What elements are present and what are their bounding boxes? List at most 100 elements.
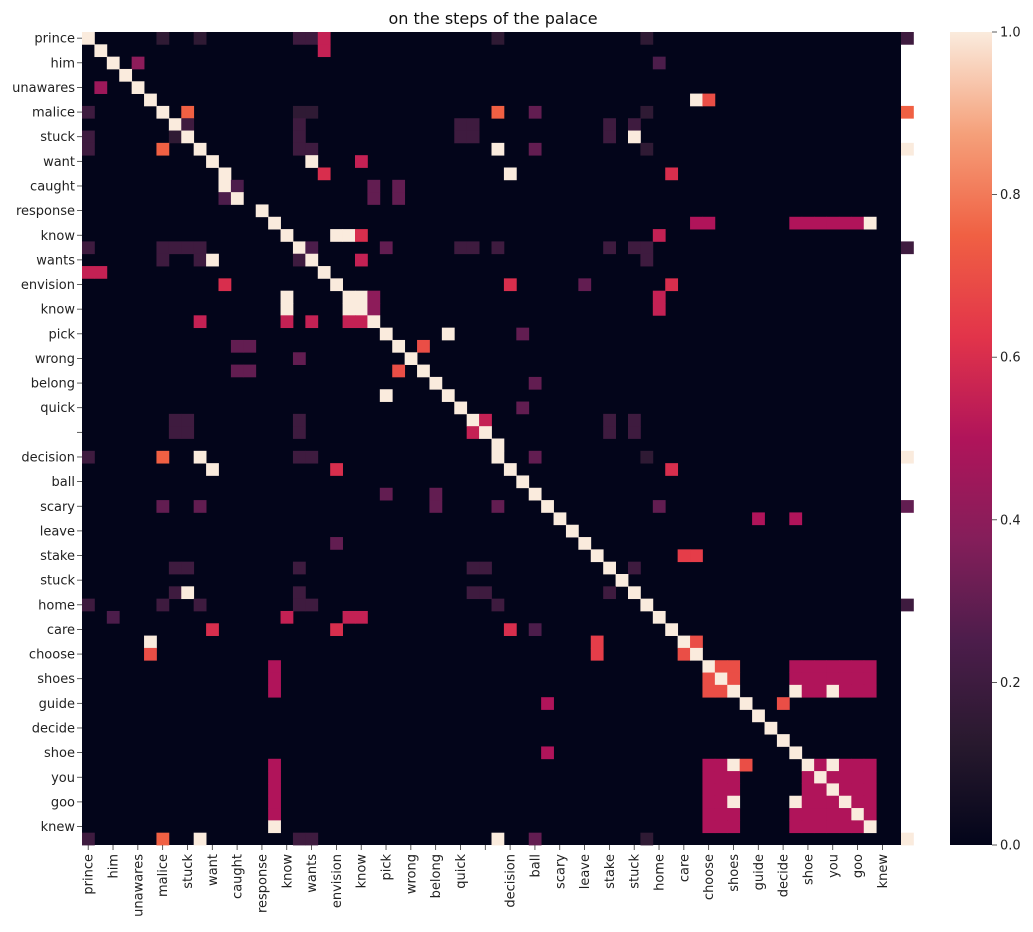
heatmap-cell bbox=[479, 413, 492, 427]
heatmap-cell bbox=[292, 241, 306, 255]
heatmap-cell bbox=[863, 771, 877, 784]
heatmap-cell bbox=[516, 401, 530, 415]
heatmap-cell bbox=[441, 327, 455, 341]
heatmap-cell bbox=[168, 426, 182, 439]
heatmap-cell bbox=[553, 512, 567, 526]
heatmap-cell bbox=[268, 771, 281, 784]
heatmap-cell bbox=[565, 524, 579, 538]
heatmap-cell bbox=[156, 142, 170, 156]
heatmap-cell bbox=[727, 660, 741, 673]
colorbar-tick-label: 0.6 bbox=[1000, 351, 1021, 366]
heatmap-cell bbox=[640, 241, 654, 255]
heatmap-cell bbox=[82, 130, 95, 144]
heatmap-cell bbox=[479, 586, 492, 600]
colorbar-tick-label: 0.2 bbox=[1000, 676, 1021, 691]
heatmap-cell bbox=[466, 118, 480, 131]
heatmap-cell bbox=[851, 795, 865, 809]
heatmap-cell bbox=[640, 142, 654, 156]
heatmap-cell bbox=[727, 783, 741, 797]
heatmap-cell bbox=[727, 820, 741, 834]
heatmap-cell bbox=[528, 450, 542, 464]
heatmap-cell bbox=[106, 610, 120, 624]
heatmap-cell bbox=[628, 561, 641, 575]
heatmap-cell bbox=[243, 339, 257, 353]
x-tick-label: decide bbox=[777, 854, 792, 897]
heatmap-cell bbox=[342, 290, 356, 304]
heatmap-cell bbox=[776, 734, 790, 747]
heatmap-cell bbox=[801, 660, 815, 673]
x-tick-label: malice bbox=[156, 854, 171, 897]
heatmap-cell bbox=[603, 586, 616, 600]
heatmap-cell bbox=[268, 808, 281, 821]
heatmap-cell bbox=[590, 549, 604, 563]
heatmap-cell bbox=[330, 463, 343, 476]
x-tick-label: stake bbox=[603, 854, 618, 889]
heatmap-cell bbox=[466, 561, 480, 575]
heatmap-cell bbox=[193, 241, 207, 255]
heatmap-cell bbox=[292, 832, 306, 846]
heatmap-cell bbox=[826, 216, 840, 230]
x-tick-label: care bbox=[677, 854, 692, 882]
heatmap-cell bbox=[838, 783, 852, 797]
heatmap-cell bbox=[826, 660, 840, 673]
heatmap-cell bbox=[826, 771, 840, 784]
heatmap-cell bbox=[814, 660, 827, 673]
heatmap-cell bbox=[789, 795, 803, 809]
heatmap-cell bbox=[379, 327, 393, 341]
heatmap-cell bbox=[491, 105, 505, 119]
heatmap-cell bbox=[181, 105, 195, 119]
heatmap-cell bbox=[454, 401, 468, 415]
heatmap-cell bbox=[193, 598, 207, 612]
x-tick-label: scary bbox=[553, 854, 568, 889]
heatmap-cell bbox=[168, 586, 182, 600]
heatmap-cell bbox=[826, 672, 840, 686]
y-tick-label: scary bbox=[40, 500, 75, 515]
heatmap-cell bbox=[193, 32, 207, 45]
heatmap-cell bbox=[652, 290, 666, 304]
heatmap-cell bbox=[727, 672, 741, 686]
heatmap-cell bbox=[479, 561, 492, 575]
heatmap-cell bbox=[901, 598, 914, 612]
heatmap-cell bbox=[603, 241, 616, 255]
heatmap-cell bbox=[814, 795, 827, 809]
x-tick-label: you bbox=[826, 854, 841, 878]
heatmap-cell bbox=[454, 241, 468, 255]
heatmap-cell bbox=[541, 746, 554, 760]
heatmap-cell bbox=[590, 647, 604, 661]
heatmap-cell bbox=[901, 105, 914, 119]
heatmap-cell bbox=[752, 709, 765, 723]
heatmap-cell bbox=[367, 315, 381, 329]
heatmap-cell bbox=[714, 758, 728, 772]
heatmap-cell bbox=[826, 808, 840, 821]
heatmap-cell bbox=[652, 500, 666, 513]
heatmap-cell bbox=[814, 758, 827, 772]
x-tick-label: wrong bbox=[404, 854, 419, 894]
heatmap-cell bbox=[863, 795, 877, 809]
heatmap-cell bbox=[491, 832, 505, 846]
heatmap-cell bbox=[814, 672, 827, 686]
heatmap-cell bbox=[702, 758, 716, 772]
y-tick-label: decision bbox=[21, 450, 75, 465]
heatmap-cell bbox=[801, 771, 815, 784]
heatmap-cell bbox=[714, 660, 728, 673]
x-tick-label: shoes bbox=[727, 854, 742, 892]
heatmap-cell bbox=[826, 758, 840, 772]
heatmap-cell bbox=[640, 253, 654, 267]
heatmap-cell bbox=[826, 820, 840, 834]
heatmap-cell bbox=[528, 376, 542, 390]
heatmap-cell bbox=[230, 339, 244, 353]
heatmap-cell bbox=[330, 229, 343, 242]
heatmap-cell bbox=[652, 229, 666, 242]
heatmap-cell bbox=[330, 623, 343, 636]
heatmap-cell bbox=[901, 450, 914, 464]
heatmap-cell bbox=[429, 376, 443, 390]
heatmap-cell bbox=[640, 32, 654, 45]
heatmap-cell bbox=[355, 303, 368, 316]
heatmap-cell bbox=[218, 179, 232, 193]
x-tick-label: wants bbox=[305, 854, 320, 893]
heatmap-cell bbox=[466, 413, 480, 427]
heatmap-cell bbox=[528, 623, 542, 636]
heatmap-cell bbox=[367, 192, 381, 205]
heatmap-cell bbox=[615, 574, 629, 587]
heatmap-cell bbox=[466, 586, 480, 600]
